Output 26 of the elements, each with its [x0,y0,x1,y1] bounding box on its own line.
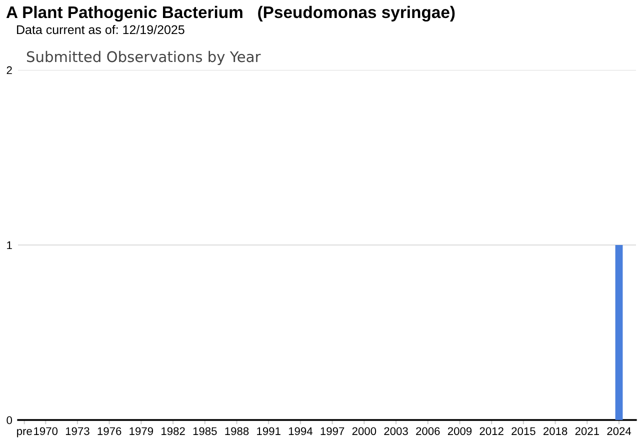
x-tick-label: 2003 [384,427,408,436]
x-tick-label: 2006 [416,427,440,436]
x-tick-label: 2024 [607,427,632,436]
x-tick-label: 1979 [130,427,154,436]
x-tick-label: 1970 [34,427,58,436]
chart-subtitle: Data current as of: 12/19/2025 [17,24,184,34]
x-tick-label: pre [17,429,32,438]
text: Submitted Observations by Year [26,50,261,66]
x-tick-label: 1994 [288,427,312,436]
x-tick-label: 1997 [320,427,344,436]
x-tick-label: 2000 [352,427,376,436]
chart-title: A Plant Pathogenic Bacterium (Pseudomonas syringae) [6,6,455,22]
x-tick-label: 1985 [193,427,217,436]
x-tick-label: 1973 [66,427,90,436]
x-tick-label: 2012 [480,427,504,436]
y-tick-label: 1 [7,241,12,250]
x-tick-label: 1982 [162,427,185,436]
x-tick-label: 2021 [575,427,599,436]
x-tick-label: 2015 [512,427,536,436]
x-tick-label: 1991 [257,427,280,436]
y-tick-label: 2 [6,66,12,74]
x-tick-label: 2009 [448,427,472,436]
x-tick-label: 2018 [544,427,568,436]
x-tick-label: 1988 [225,427,249,436]
y-tick-label: 0 [6,416,12,424]
x-tick-label: 1976 [98,427,122,436]
